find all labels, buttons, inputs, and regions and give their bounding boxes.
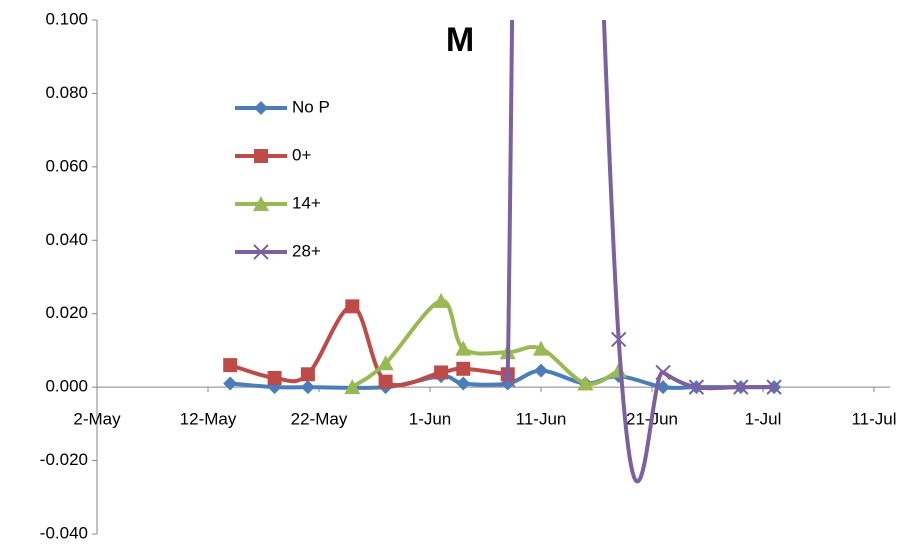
data-point [688, 379, 705, 395]
data-point [223, 358, 238, 373]
data-point [455, 340, 472, 356]
x-tick-label: 1-Jun [409, 410, 452, 429]
x-tick-label: 2-May [73, 410, 121, 429]
data-point [533, 340, 549, 356]
data-point [434, 365, 449, 380]
data-point [377, 355, 394, 371]
legend-marker [254, 101, 268, 115]
data-point [345, 299, 360, 314]
data-point [766, 379, 782, 395]
data-point [433, 292, 450, 308]
data-point [223, 376, 238, 391]
data-point [300, 380, 315, 395]
data-point [456, 361, 471, 376]
legend-label: No P [292, 97, 330, 116]
data-point [610, 331, 627, 348]
x-tick-label: 11-Jun [516, 410, 567, 429]
data-point [300, 367, 315, 382]
data-point [534, 363, 548, 378]
legend-marker [254, 149, 268, 163]
y-tick-label: 0.100 [45, 9, 88, 28]
series-line [505, 20, 775, 484]
data-point [267, 370, 282, 385]
x-tick-label: 11-Jul [851, 410, 896, 429]
data-point [456, 376, 471, 391]
y-tick-label: 0.040 [45, 230, 88, 249]
y-tick-label: 0.000 [45, 377, 88, 396]
y-tick-label: 0.020 [45, 303, 88, 322]
legend-label: 0+ [292, 145, 311, 164]
legend-marker [253, 244, 269, 260]
data-point [655, 364, 671, 381]
legend-label: 28+ [292, 241, 321, 260]
plot-area [223, 20, 782, 484]
legend-label: 14+ [292, 193, 321, 212]
data-point [378, 374, 393, 389]
y-tick-label: 0.080 [45, 83, 88, 102]
x-tick-label: 22-May [291, 410, 348, 429]
legend-marker [253, 196, 269, 211]
y-tick-label: -0.040 [40, 523, 88, 542]
x-tick-label: 12-May [180, 410, 237, 429]
data-point [733, 379, 749, 395]
data-point [499, 372, 516, 388]
chart-title: M [446, 21, 474, 59]
y-tick-label: -0.020 [40, 450, 88, 469]
series-line [351, 298, 620, 389]
data-point [344, 379, 361, 395]
data-point [577, 375, 594, 391]
x-tick-label: 1-Jul [745, 410, 782, 429]
y-tick-label: 0.060 [45, 156, 88, 175]
